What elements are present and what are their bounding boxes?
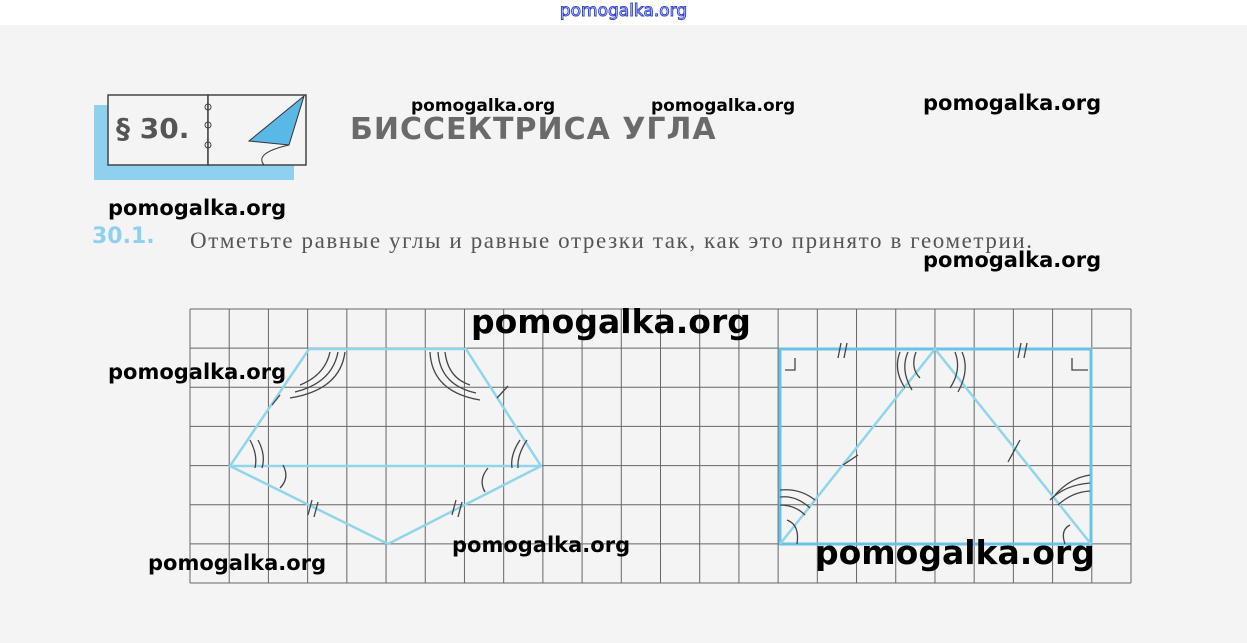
top-bar bbox=[0, 0, 1247, 25]
exercise-text: Отметьте равные углы и равные отрезки та… bbox=[190, 228, 1034, 253]
triangle-shape bbox=[779, 346, 1092, 545]
watermark: pomogalka.org bbox=[923, 91, 1102, 115]
watermark: pomogalka.org bbox=[651, 96, 796, 116]
section-badge-icon bbox=[94, 94, 307, 180]
watermark: pomogalka.org bbox=[923, 248, 1102, 272]
rectangle-shape bbox=[778, 347, 1093, 546]
top-watermark: pomogalka.org bbox=[559, 1, 688, 22]
watermark: pomogalka.org bbox=[108, 360, 287, 384]
figure-left bbox=[228, 347, 543, 546]
section-number: § 30. bbox=[116, 112, 190, 145]
watermark: pomogalka.org bbox=[452, 533, 631, 557]
section-title: БИССЕКТРИСА УГЛА bbox=[350, 112, 717, 147]
grid-paper bbox=[189, 308, 1132, 584]
exercise-number: 30.1. bbox=[92, 224, 155, 249]
watermark: pomogalka.org bbox=[108, 196, 287, 220]
watermark: pomogalka.org bbox=[411, 96, 556, 116]
watermark: pomogalka.org bbox=[471, 302, 751, 341]
angle-marks bbox=[249, 342, 1091, 545]
figure-right bbox=[778, 346, 1093, 546]
watermark: pomogalka.org bbox=[815, 533, 1095, 572]
pentagon-shape bbox=[228, 347, 543, 546]
watermark: pomogalka.org bbox=[148, 551, 327, 575]
